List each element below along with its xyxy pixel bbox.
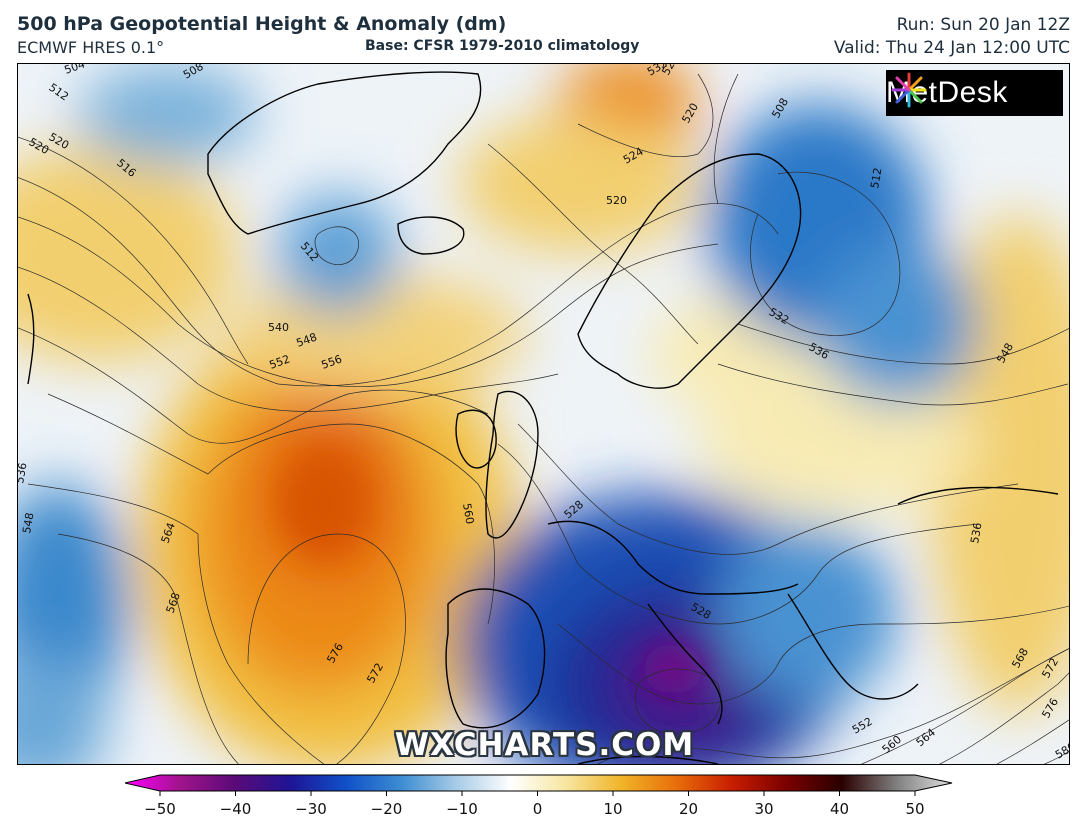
valid-time-label: Valid: Thu 24 Jan 12:00 UTC [833, 38, 1070, 58]
chart-title: 500 hPa Geopotential Height & Anomaly (d… [17, 13, 507, 35]
contour-label: 540 [268, 321, 289, 334]
metdesk-logo: MetDesk [886, 70, 1063, 116]
climatology-base-label: Base: CFSR 1979-2010 climatology [365, 38, 640, 54]
colorbar-tick-label: −50 [144, 800, 176, 818]
colorbar-tick-label: 10 [603, 800, 622, 818]
colorbar-bar [124, 774, 953, 792]
contour-label: 536 [18, 462, 30, 485]
contour-label: 536 [968, 522, 984, 545]
run-time-label: Run: Sun 20 Jan 12Z [896, 15, 1070, 35]
anomaly-colorbar: −50 −40 −30 −20 −10 0 10 20 30 40 50 [124, 774, 953, 818]
model-label: ECMWF HRES 0.1° [17, 38, 165, 57]
contour-label: 512 [868, 167, 884, 190]
colorbar-tick-label: 30 [754, 800, 773, 818]
colorbar-tick-label: 40 [830, 800, 849, 818]
anomaly-map: 504 508 508 512 512 512 516 520 520 520 520 524 528 5… [17, 63, 1070, 765]
map-canvas: 504 5085085125125125165205205205205245285… [18, 64, 1069, 764]
colorbar-ticks: −50 −40 −30 −20 −10 0 10 20 30 40 50 [144, 791, 925, 818]
contour-label: 548 [20, 512, 36, 535]
metdesk-logo-icon [891, 72, 927, 108]
colorbar-tick-label: 20 [679, 800, 698, 818]
contour-label: 520 [606, 194, 627, 207]
colorbar-tick-label: −40 [220, 800, 252, 818]
coastlines [27, 71, 1059, 764]
colorbar-tick-label: −30 [295, 800, 327, 818]
colorbar-tick-label: 0 [533, 800, 543, 818]
colorbar-tick-label: −20 [371, 800, 403, 818]
wxcharts-watermark: WXCHARTS.COM [394, 727, 695, 763]
colorbar-tick-label: −10 [446, 800, 478, 818]
height-contours [18, 73, 1069, 764]
colorbar-tick-label: 50 [905, 800, 924, 818]
contour-label: 560 [460, 502, 476, 525]
